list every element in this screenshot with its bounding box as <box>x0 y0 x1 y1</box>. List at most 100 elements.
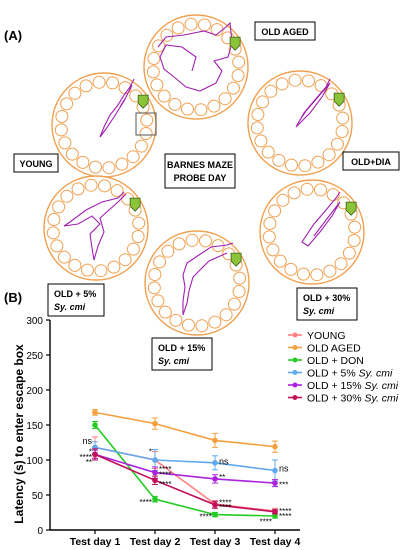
maze-hole <box>219 308 233 322</box>
maze-hole <box>336 111 350 125</box>
data-point <box>212 502 218 508</box>
significance-label: ** <box>86 458 92 467</box>
maze-hole <box>326 188 340 202</box>
maze-hole <box>314 183 327 197</box>
series-line <box>94 453 276 484</box>
legend-label: YOUNG <box>307 330 346 342</box>
escape-box-flag-icon <box>333 92 345 107</box>
significance-label: **** <box>80 453 92 462</box>
maze-hole <box>334 257 348 271</box>
maze-hole <box>115 157 129 171</box>
maze-hole <box>81 263 94 277</box>
maze-hole <box>76 155 90 169</box>
maze-hole <box>151 294 165 308</box>
series-line <box>94 424 276 517</box>
label-old-dia-text: OLD+DIA <box>351 157 391 167</box>
data-point <box>92 451 98 458</box>
series-line <box>94 411 276 448</box>
significance-label: ** <box>219 473 225 482</box>
significance-label: * <box>149 448 152 457</box>
significance-label: *** <box>279 481 288 490</box>
significance-label: **** <box>159 465 171 474</box>
maze-hole <box>98 179 111 193</box>
data-point <box>152 420 158 427</box>
maze-old-15 <box>144 230 250 336</box>
maze-hole <box>181 102 194 116</box>
series-line <box>94 453 276 513</box>
legend-entry: OLD + 5% Sy. cmi <box>288 368 393 380</box>
maze-hole <box>57 250 71 264</box>
data-point <box>152 457 158 463</box>
maze-hole <box>207 99 221 113</box>
y-tick-label: 100 <box>26 456 43 467</box>
maze-hole <box>55 110 69 123</box>
maze-hole <box>107 260 121 274</box>
maze-hole <box>169 313 183 327</box>
maze-hole <box>182 318 195 332</box>
maze-hole <box>261 145 275 159</box>
y-axis-label: Latency (s) to enter escape box <box>12 344 26 524</box>
maze-hole <box>68 258 82 272</box>
maze-hole <box>264 84 278 98</box>
escape-box-flag-icon <box>230 252 242 267</box>
maze-hole <box>231 69 245 82</box>
label-old-dia: OLD+DIA <box>342 151 400 171</box>
maze-hole <box>199 234 212 248</box>
maze-hole <box>297 267 310 281</box>
maze-hole <box>227 297 241 311</box>
y-tick-label: 300 <box>26 316 43 327</box>
maze-old-aged <box>143 14 249 120</box>
label-old-30: OLD + 30% Sy. cmi <box>296 287 358 321</box>
label-old-aged: OLD AGED <box>254 21 316 41</box>
maze-hole <box>118 253 132 267</box>
data-point <box>212 511 218 518</box>
maze-hole <box>65 147 79 161</box>
maze-hole <box>147 281 161 295</box>
panel-b-label: (B) <box>4 290 22 305</box>
maze-hole <box>131 230 145 243</box>
legend-entry: OLD + DON <box>288 355 364 367</box>
data-point <box>272 513 278 519</box>
maze-hole <box>232 285 246 298</box>
maze-hole <box>275 77 289 91</box>
maze-hole <box>152 39 166 53</box>
escape-box-flag-icon <box>137 94 149 109</box>
legend-label: OLD + DON <box>307 355 364 367</box>
panel-a-label: (A) <box>4 28 22 43</box>
maze-hole <box>157 89 171 103</box>
label-old-aged-text: OLD AGED <box>261 27 309 37</box>
data-point <box>152 496 158 503</box>
mouse-track-old-dia <box>295 78 331 128</box>
mouse-track-old-5 <box>63 191 127 261</box>
maze-hole <box>79 79 93 93</box>
maze-hole <box>322 148 336 162</box>
significance-label: **** <box>260 518 272 527</box>
maze-old-5 <box>43 175 149 281</box>
maze-hole <box>110 184 124 198</box>
label-old-30-line-2: Sy. cmi <box>303 306 335 316</box>
legend-swatch-point <box>292 357 298 363</box>
maze-hole <box>276 193 290 207</box>
legend-label: OLD + 5% Sy. cmi <box>307 368 393 380</box>
maze-hole <box>256 95 270 109</box>
data-point <box>272 480 278 486</box>
maze-table-old-15 <box>144 230 250 336</box>
legend-swatch-point <box>292 382 298 388</box>
maze-hole <box>262 230 276 244</box>
maze-hole <box>60 189 74 203</box>
maze-hole <box>300 182 314 196</box>
maze-hole <box>285 158 298 172</box>
series-5 <box>92 448 278 515</box>
mouse-track-old-30 <box>301 191 341 247</box>
significance-label: **** <box>219 503 231 512</box>
legend-swatch-point <box>292 332 298 338</box>
label-young-text: YOUNG <box>19 159 52 169</box>
maze-hole <box>298 159 312 173</box>
maze-hole <box>172 237 186 251</box>
maze-hole <box>233 271 247 285</box>
maze-hole <box>184 17 198 31</box>
maze-hole <box>208 315 222 329</box>
legend-entry: OLD + 30% Sy. cmi <box>288 393 399 405</box>
mouse-track-young <box>99 78 135 138</box>
